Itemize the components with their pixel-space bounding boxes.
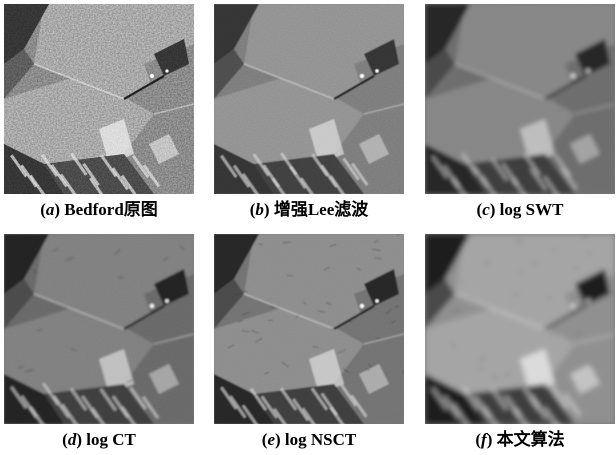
- sar-image-svg: [214, 4, 404, 194]
- caption-b: (b) 增强Lee滤波: [249, 200, 369, 219]
- caption-d-letter: d: [67, 430, 77, 449]
- sar-image-proposed-method: [425, 234, 615, 424]
- sar-image-svg: [214, 234, 404, 424]
- caption-f-letter: f: [481, 430, 487, 449]
- caption-c-letter: c: [482, 200, 490, 219]
- caption-a: (a) Bedford原图: [40, 200, 158, 219]
- caption-a-text: Bedford原图: [64, 200, 158, 219]
- caption-c-text: log SWT: [499, 200, 564, 219]
- sar-image-svg: [425, 234, 615, 424]
- sar-image-log-swt: [425, 4, 615, 194]
- caption-e: (e) log NSCT: [261, 430, 357, 449]
- caption-f-text: 本文算法: [496, 430, 565, 449]
- sar-image-svg: [425, 4, 615, 194]
- caption-e-text: log NSCT: [284, 430, 357, 449]
- caption-d-text: log CT: [86, 430, 136, 449]
- sar-image-log-ct: [4, 234, 194, 424]
- caption-a-letter: a: [45, 200, 55, 219]
- caption-f: (f) 本文算法: [475, 430, 565, 449]
- sar-image-svg: [4, 234, 194, 424]
- caption-b-letter: b: [255, 200, 264, 219]
- sar-image-log-nsct: [214, 234, 404, 424]
- caption-c: (c) log SWT: [476, 200, 564, 219]
- caption-b-text: 增强Lee滤波: [273, 200, 369, 219]
- caption-e-letter: e: [267, 430, 275, 449]
- sar-image-svg: [4, 4, 194, 194]
- sar-image-enhanced-lee: [214, 4, 404, 194]
- caption-d: (d) log CT: [62, 430, 136, 449]
- sar-image-bedford-original: [4, 4, 194, 194]
